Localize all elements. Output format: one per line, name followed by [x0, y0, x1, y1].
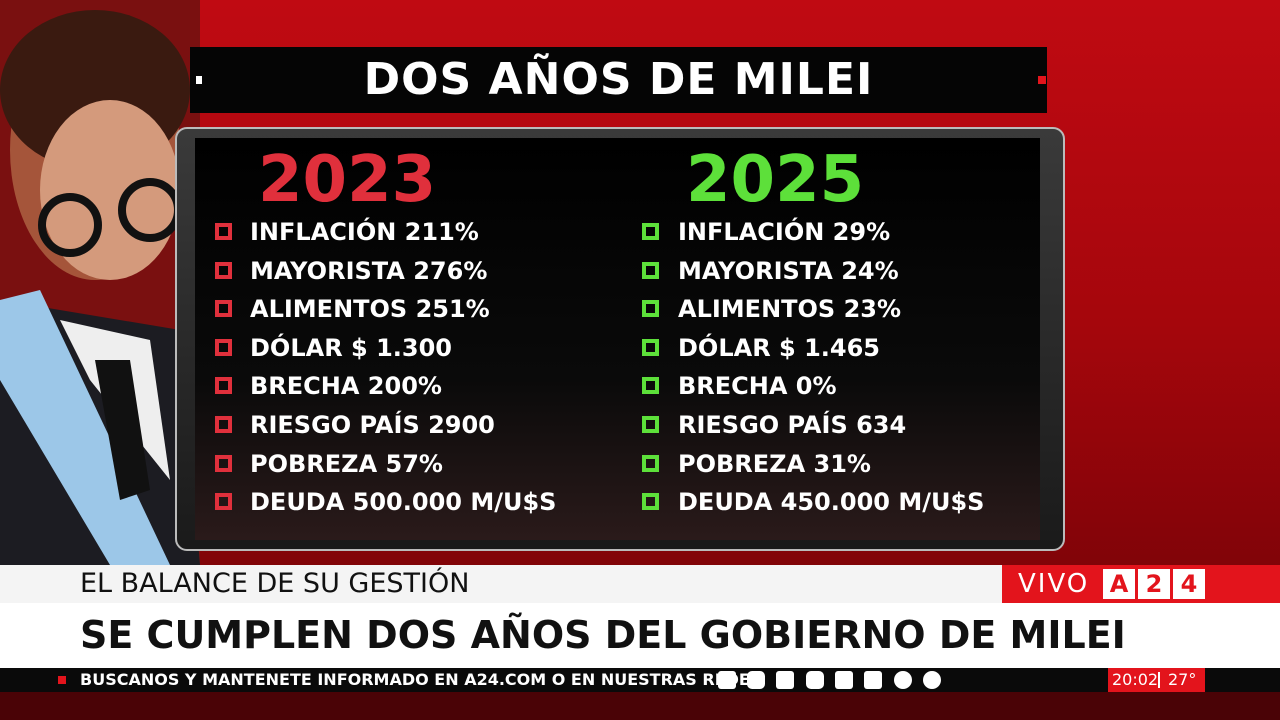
- indicator: RIESGO PAÍS 634: [678, 411, 907, 439]
- year: 2023: [258, 143, 437, 217]
- headline: SE CUMPLEN DOS AÑOS DEL GOBIERNO DE MILE…: [0, 603, 1280, 668]
- bullet: [642, 493, 659, 511]
- bullet: [642, 223, 659, 240]
- bullet: [215, 377, 232, 395]
- indicator: RIESGO PAÍS 2900: [250, 411, 495, 439]
- bullet: [642, 377, 659, 395]
- indicator: INFLACIÓN 211%: [250, 218, 479, 246]
- indicator: INFLACIÓN 29%: [678, 218, 891, 246]
- ticker: BUSCANOS Y MANTENETE INFORMADO EN A24.CO…: [0, 668, 1280, 692]
- bullet: [215, 454, 232, 472]
- indicator: POBREZA 57%: [250, 449, 443, 478]
- kicker: EL BALANCE DE SU GESTIÓN: [0, 565, 1002, 603]
- indicator: DÓLAR $ 1.465: [678, 333, 880, 362]
- clock-box: 20:02 27°: [1108, 668, 1205, 692]
- indicator: ALIMENTOS 251%: [250, 295, 490, 324]
- bullet: [642, 338, 659, 356]
- logo-letter: A: [1103, 569, 1135, 599]
- bullet: [642, 300, 659, 318]
- bullet: [215, 416, 232, 433]
- bullet: [215, 261, 232, 279]
- temperature: 27°: [1168, 670, 1197, 689]
- live-label: VIVO: [1018, 569, 1090, 599]
- logo-letter: 4: [1173, 569, 1205, 599]
- bottom-strip: [0, 692, 1280, 720]
- indicator: DEUDA 450.000 M/U$S: [678, 488, 985, 517]
- bullet: [642, 261, 659, 279]
- ticker-text: BUSCANOS Y MANTENETE INFORMADO EN A24.CO…: [80, 670, 762, 689]
- bar-marker: [196, 76, 202, 84]
- bullet: [215, 338, 232, 356]
- ticker-dot: [58, 676, 66, 684]
- bullet: [215, 300, 232, 318]
- person-photo: [0, 0, 200, 565]
- bar-marker: [1038, 76, 1046, 84]
- indicator: DÓLAR $ 1.300: [250, 333, 452, 362]
- bullet: [642, 416, 659, 433]
- social-icons: [718, 671, 941, 689]
- time: 20:02: [1112, 670, 1159, 689]
- indicator: MAYORISTA 24%: [678, 256, 899, 285]
- indicator: MAYORISTA 276%: [250, 256, 488, 285]
- indicator: POBREZA 31%: [678, 449, 871, 478]
- bullet: [215, 493, 232, 511]
- bullet: [642, 454, 659, 472]
- indicator: DEUDA 500.000 M/U$S: [250, 488, 557, 517]
- panel-inner: [195, 138, 1040, 540]
- bullet: [215, 223, 232, 240]
- logo-letter: 2: [1138, 569, 1170, 599]
- indicator: BRECHA 200%: [250, 372, 442, 401]
- title: DOS AÑOS DE MILEI: [190, 47, 1047, 113]
- year: 2025: [686, 143, 865, 217]
- indicator: BRECHA 0%: [678, 372, 837, 401]
- indicator: ALIMENTOS 23%: [678, 295, 902, 324]
